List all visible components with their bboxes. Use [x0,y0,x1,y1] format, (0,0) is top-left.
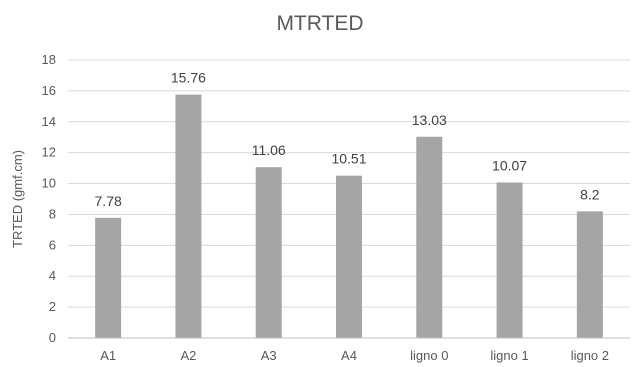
bar [255,167,282,338]
chart-title: MTRTED [276,12,363,35]
bar-layer [95,94,603,339]
y-tick-label: 14 [42,114,56,129]
y-tick-label: 6 [49,237,56,252]
y-tick-label: 2 [49,299,56,314]
x-tick-label: A3 [261,348,277,363]
bar [175,94,202,339]
x-tick-label: A4 [341,348,357,363]
bar [336,175,362,338]
data-label: 13.03 [412,112,447,128]
y-tick-label: 0 [49,330,56,345]
x-tick-label: A1 [100,348,116,363]
data-label: 11.06 [252,142,286,158]
y-tick-label: 8 [49,206,56,221]
data-label-layer: 7.78 15.76 11.06 10.51 13.03 10.07 8.2 [95,70,600,209]
data-label: 10.51 [331,151,366,167]
x-tick-label: ligno 2 [571,348,609,363]
y-tick-label: 12 [42,145,56,160]
y-axis-title: TRTED (gmf.cm) [10,150,25,248]
bar [416,136,443,338]
data-label: 10.07 [492,157,527,173]
x-tick-label: A2 [180,348,196,363]
data-label: 8.2 [580,186,600,202]
bar [496,182,523,338]
y-tick-label: 10 [42,176,56,191]
y-tick-label: 16 [42,83,56,98]
y-tick-label: 4 [49,268,56,283]
data-label: 15.76 [171,70,206,86]
bar [576,211,603,338]
axis-layer: 0 2 4 6 8 10 12 14 16 18 A1 A2 A3 A4 ligno 0 ligno 1 lig… [42,52,630,363]
bar [95,217,122,338]
x-tick-label: ligno 1 [490,348,528,363]
x-tick-label: ligno 0 [410,348,448,363]
y-tick-label: 18 [42,52,56,67]
data-label: 7.78 [95,193,122,209]
